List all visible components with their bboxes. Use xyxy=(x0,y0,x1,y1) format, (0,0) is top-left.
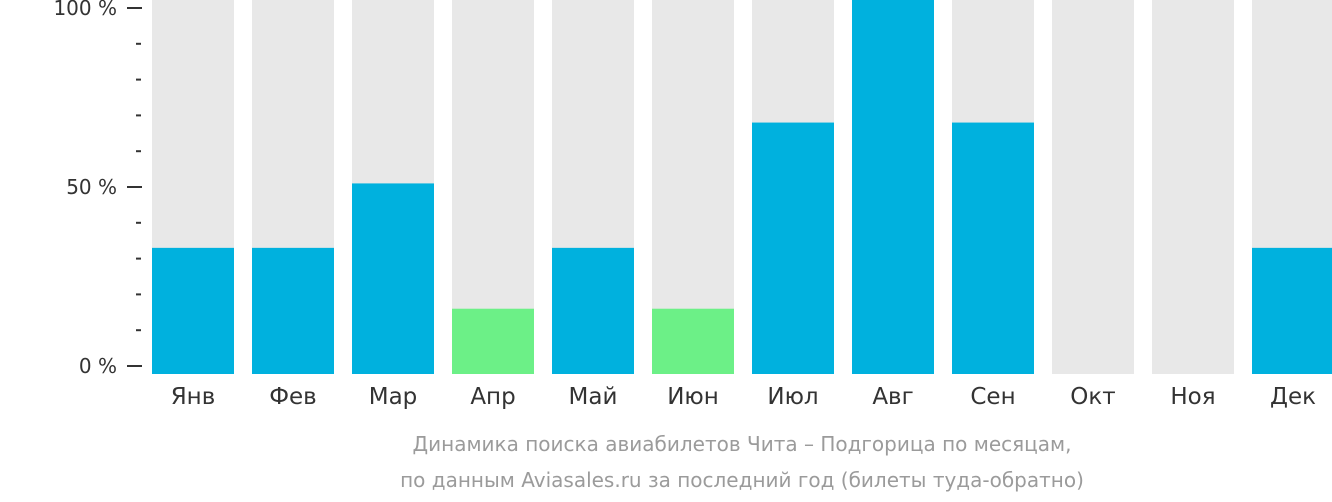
x-tick-label: Сен xyxy=(970,384,1015,410)
x-tick-label: Фев xyxy=(269,384,317,410)
bar xyxy=(452,308,534,374)
bar xyxy=(1252,247,1332,374)
y-tick-label: 0 % xyxy=(79,354,117,378)
x-tick-label: Май xyxy=(569,384,618,410)
caption-line-2: по данным Aviasales.ru за последний год … xyxy=(400,468,1084,492)
bar xyxy=(652,308,734,374)
bar xyxy=(252,247,334,374)
x-tick-label: Июн xyxy=(667,384,719,410)
y-axis: 100 % 50 % 0 % xyxy=(53,0,142,378)
bar xyxy=(552,247,634,374)
bar xyxy=(752,122,834,374)
x-tick-label: Авг xyxy=(872,384,913,410)
bars xyxy=(152,0,1332,374)
x-tick-label: Июл xyxy=(767,384,818,410)
x-axis: Янв Фев Мар Апр Май Июн Июл Авг Сен Окт Ноя Дек xyxy=(171,384,1316,410)
x-tick-label: Окт xyxy=(1070,384,1115,410)
x-tick-label: Дек xyxy=(1270,384,1316,410)
y-tick-label: 50 % xyxy=(66,175,117,199)
caption-line-1: Динамика поиска авиабилетов Чита – Подго… xyxy=(413,432,1072,456)
bar xyxy=(352,183,434,374)
bar xyxy=(952,122,1034,374)
x-tick-label: Апр xyxy=(470,384,515,410)
x-tick-label: Мар xyxy=(369,384,418,410)
y-tick-label: 100 % xyxy=(53,0,117,20)
bar-track xyxy=(1152,0,1234,374)
x-tick-label: Янв xyxy=(171,384,216,410)
bar xyxy=(852,0,934,374)
bar xyxy=(152,247,234,374)
bar-track xyxy=(1052,0,1134,374)
x-tick-label: Ноя xyxy=(1170,384,1215,410)
